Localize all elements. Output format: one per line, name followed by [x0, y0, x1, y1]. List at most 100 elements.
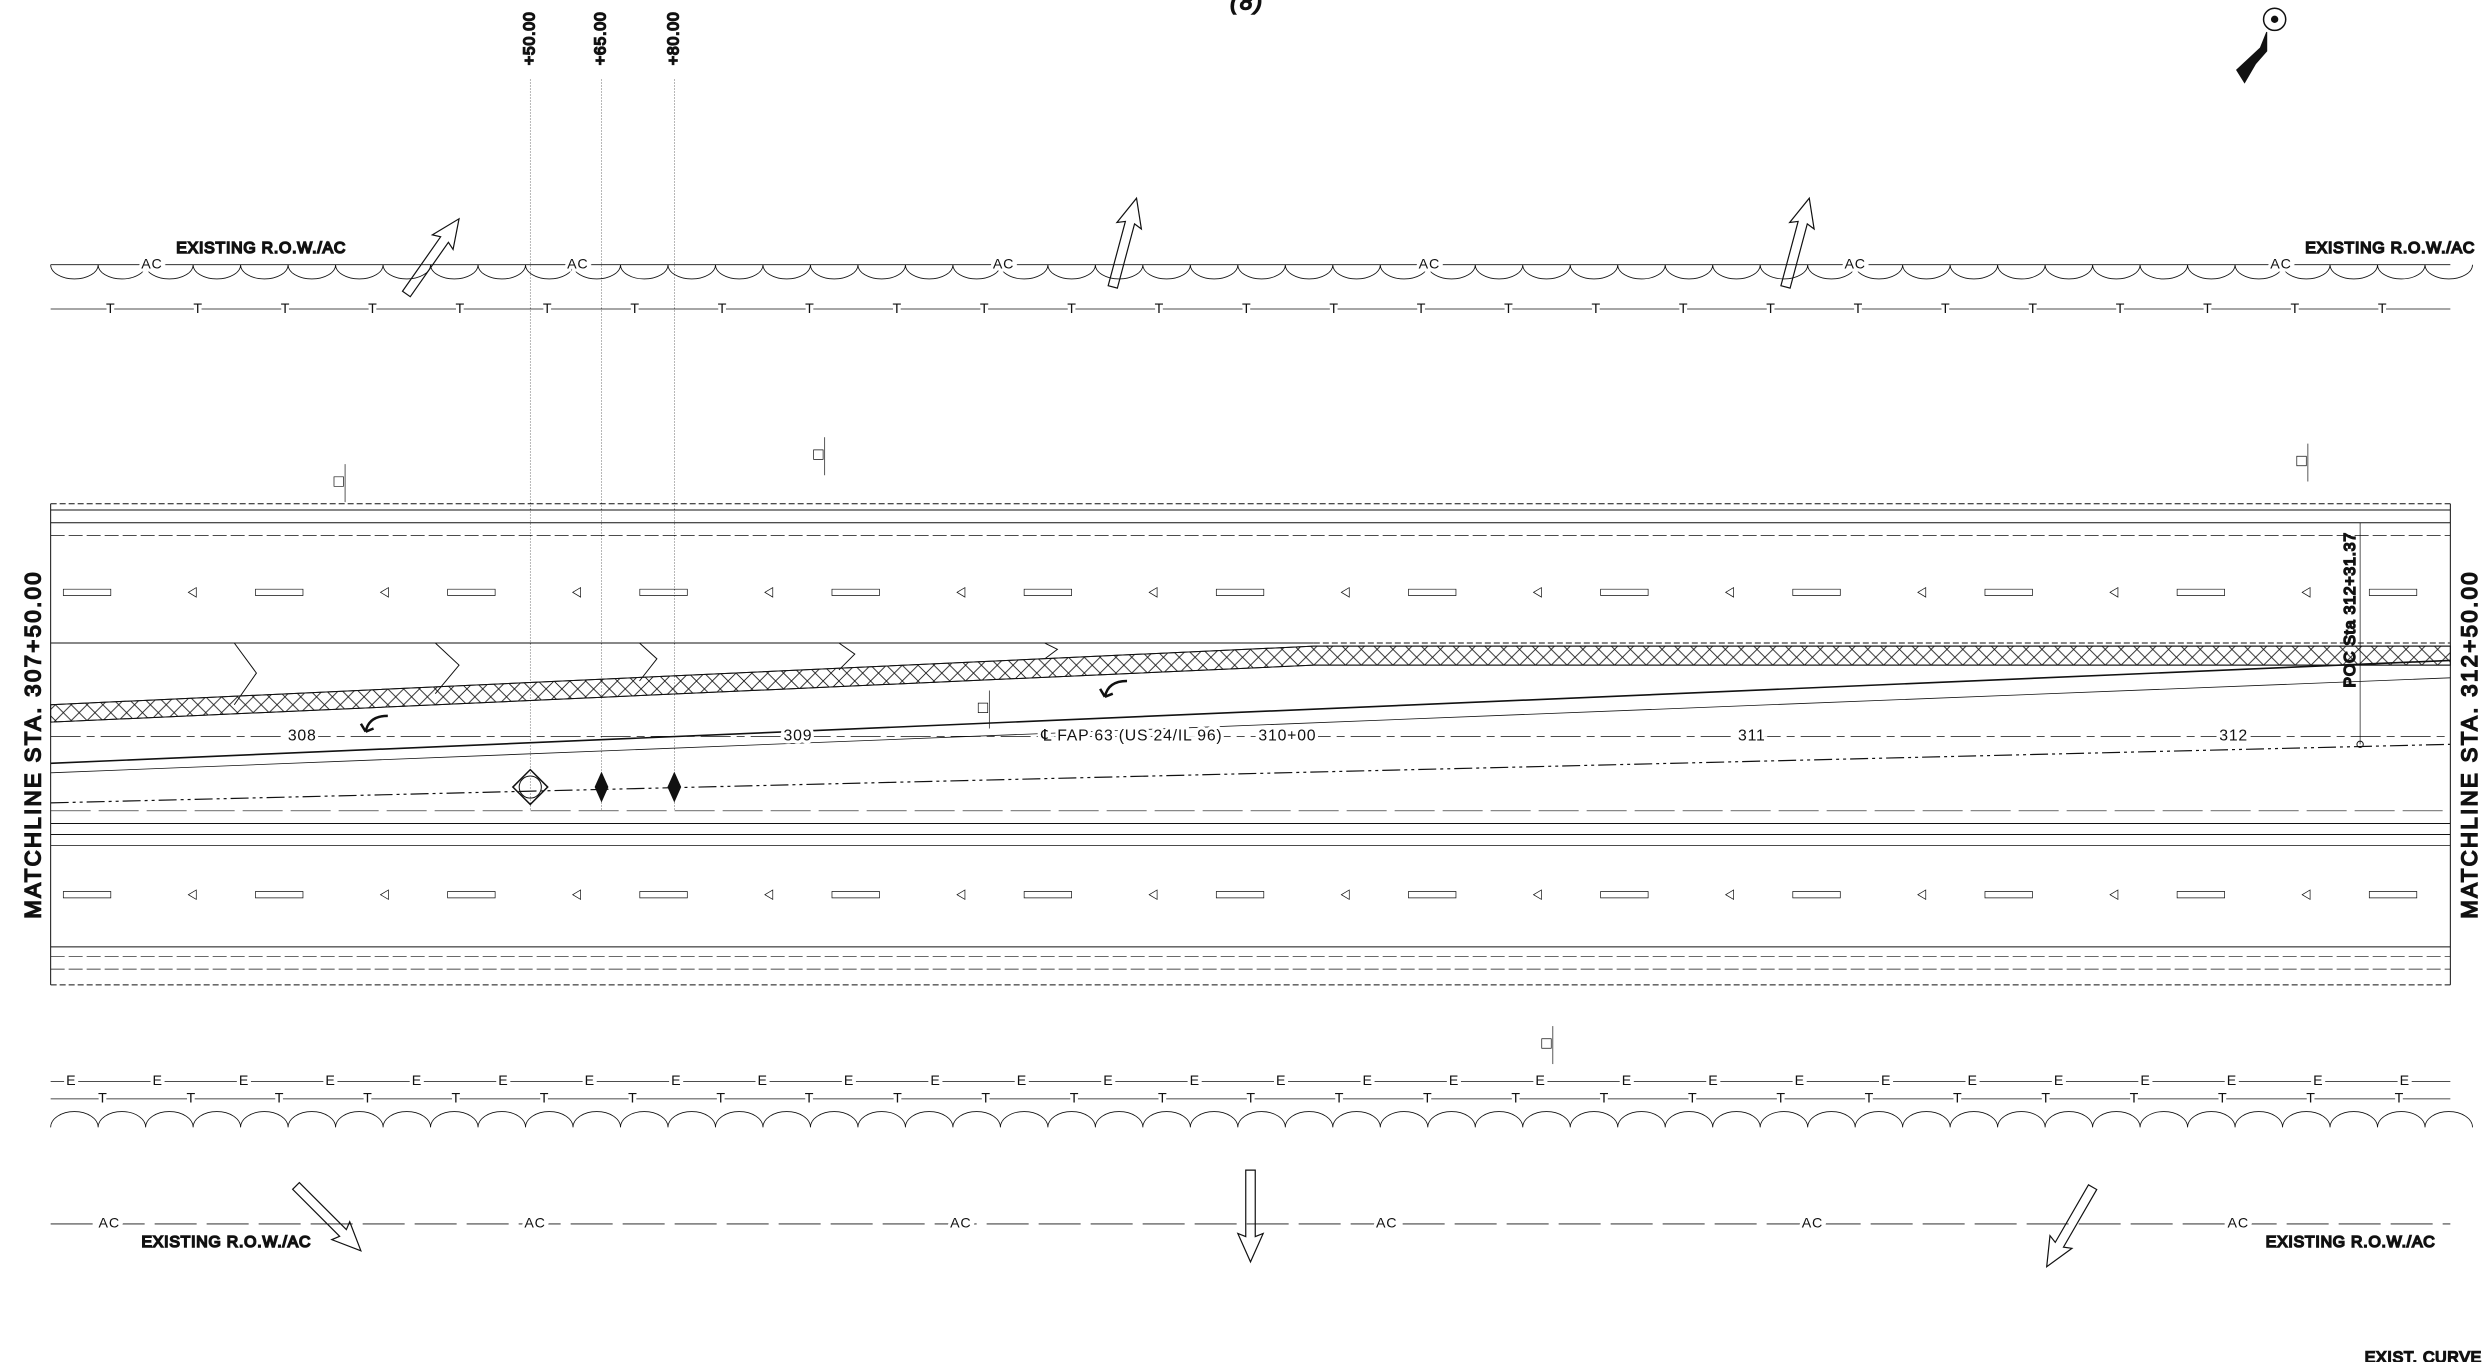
t-line-label: T	[716, 1091, 726, 1107]
lane-mark	[1024, 589, 1071, 595]
t-line-label: T	[1246, 1091, 1256, 1107]
lane-mark	[1601, 589, 1648, 595]
lane-mark	[2177, 892, 2224, 898]
station-label: +65.00	[593, 12, 610, 66]
station-label: +50.00	[521, 12, 538, 66]
tree-line	[51, 1112, 2473, 1128]
row-line-label: AC	[1376, 1216, 1397, 1232]
lane-mark	[1601, 892, 1648, 898]
lane-mark	[448, 589, 495, 595]
matchline-right: MATCHLINE STA. 312+50.00	[2457, 570, 2482, 919]
t-line-label: T	[2041, 1091, 2051, 1107]
t-line-label: T	[1600, 1091, 1610, 1107]
t-line-label: T	[628, 1091, 638, 1107]
row-line-label: AC	[2228, 1216, 2249, 1232]
t-line-label: T	[1854, 301, 1863, 317]
lane-arrow	[957, 890, 965, 899]
t-line-label: T	[1688, 1091, 1698, 1107]
row-label: EXISTING R.O.W./AC	[141, 1234, 311, 1251]
sign	[334, 477, 343, 486]
t-line-label: T	[1242, 301, 1251, 317]
tree-line	[51, 265, 2473, 279]
e-line-label: E	[1535, 1073, 1545, 1089]
matchline-left: MATCHLINE STA. 307+50.00	[21, 570, 46, 919]
row-line-label: AC	[993, 256, 1014, 272]
e-line-label: E	[1449, 1073, 1459, 1089]
lane-mark	[448, 892, 495, 898]
lane-mark	[1408, 589, 1455, 595]
e-line-label: E	[498, 1073, 508, 1089]
sign	[814, 450, 823, 459]
t-line-label: T	[893, 1091, 902, 1107]
lane-mark	[640, 589, 687, 595]
t-line-label: T	[98, 1091, 108, 1107]
lane-mark	[640, 892, 687, 898]
station-label: +80.00	[665, 12, 682, 66]
open-arrow	[1238, 1170, 1263, 1262]
e-line-label: E	[412, 1073, 422, 1089]
row-line-label: AC	[524, 1216, 545, 1232]
marker	[513, 770, 548, 805]
t-line-label: T	[2395, 1091, 2405, 1107]
lane-mark	[832, 892, 879, 898]
e-line-label: E	[1795, 1073, 1805, 1089]
t-line-label: T	[456, 301, 466, 317]
lane-mark	[63, 892, 110, 898]
t-line-label: T	[281, 301, 291, 317]
open-arrow	[287, 1177, 370, 1260]
centerline-label: ℄ FAP 63 (US 24/IL 96)	[1040, 728, 1222, 745]
e-line-label: E	[930, 1073, 940, 1089]
lane-arrow	[381, 588, 389, 597]
lane-arrow	[1341, 588, 1349, 597]
sign	[2297, 456, 2306, 465]
marker	[519, 776, 541, 798]
lane-arrow	[188, 890, 196, 899]
open-arrow	[1773, 195, 1821, 290]
t-line-label: T	[2203, 301, 2213, 317]
row-line-label: AC	[141, 256, 162, 272]
t-line-label: T	[805, 1091, 815, 1107]
e-line-label: E	[1967, 1073, 1977, 1089]
t-line-label: T	[980, 301, 989, 317]
lane-arrow	[957, 588, 965, 597]
row-label: EXISTING R.O.W./AC	[2266, 1234, 2436, 1251]
station-label: 312	[2219, 728, 2248, 745]
t-line-label: T	[1070, 1091, 1080, 1107]
t-line-label: T	[805, 301, 815, 317]
e-line-label: E	[1190, 1073, 1200, 1089]
t-line-label: T	[1417, 301, 1427, 317]
t-line-label: T	[1155, 301, 1164, 317]
t-line-label: T	[1776, 1091, 1786, 1107]
lane-mark	[1408, 892, 1455, 898]
e-line-label: E	[2400, 1073, 2410, 1089]
t-line-label: T	[2218, 1091, 2228, 1107]
t-line-label: T	[451, 1091, 461, 1107]
t-line-label: T	[2290, 301, 2299, 317]
t-line-label: T	[981, 1091, 991, 1107]
t-line-label: T	[2028, 301, 2038, 317]
sign	[978, 703, 987, 712]
e-line-label: E	[1362, 1073, 1372, 1089]
lane-mark	[1985, 892, 2032, 898]
e-line-label: E	[2313, 1073, 2323, 1089]
e-line-label: E	[1103, 1073, 1113, 1089]
t-line-label: T	[1511, 1091, 1520, 1107]
t-line-label: T	[892, 301, 902, 317]
t-line-label: T	[718, 301, 728, 317]
open-arrow	[2036, 1181, 2104, 1273]
station-label: 309	[784, 728, 813, 745]
sheet-mark: (8)	[1230, 0, 1264, 14]
t-line-label: T	[186, 1091, 196, 1107]
note: EXIST. CURVE	[2365, 1350, 2482, 1362]
row-label: EXISTING R.O.W./AC	[2305, 240, 2475, 257]
e-line-label: E	[2054, 1073, 2064, 1089]
north-arrow	[2237, 8, 2286, 82]
marker	[668, 773, 681, 801]
roadway	[51, 504, 2451, 985]
lane-mark	[255, 589, 302, 595]
lane-mark	[1216, 589, 1263, 595]
lane-mark	[1985, 589, 2032, 595]
open-arrow	[1101, 195, 1149, 290]
lane-arrow	[573, 588, 581, 597]
t-line-label: T	[2378, 301, 2387, 317]
